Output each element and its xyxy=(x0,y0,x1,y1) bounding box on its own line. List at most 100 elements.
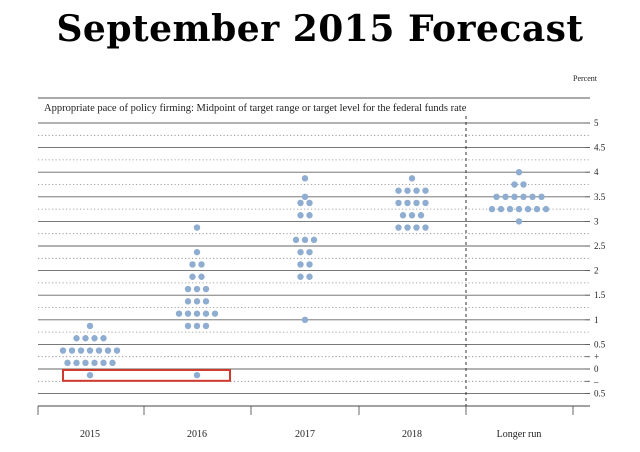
dot-marker xyxy=(520,193,527,200)
y-tick-label: 4 xyxy=(594,167,599,177)
y-tick-label: 0 xyxy=(594,364,599,374)
y-tick-label: 2.5 xyxy=(594,241,606,251)
dot-marker xyxy=(515,205,523,213)
dot-marker xyxy=(506,205,514,213)
dot-marker xyxy=(86,371,94,379)
slide-title: September 2015 Forecast xyxy=(56,8,584,50)
dot-marker xyxy=(211,310,219,317)
dot-marker xyxy=(306,273,313,280)
dot-marker xyxy=(73,335,80,342)
dot-marker xyxy=(202,322,210,330)
dot-marker xyxy=(408,175,416,182)
dot-marker xyxy=(59,347,67,354)
dot-marker xyxy=(193,298,201,305)
negative-rate-highlight-box xyxy=(62,368,231,382)
dot-marker xyxy=(301,236,309,244)
dot-marker xyxy=(515,218,523,225)
dot-marker xyxy=(488,205,496,213)
x-category-label: 2015 xyxy=(80,429,100,440)
dot-marker xyxy=(86,347,94,354)
dot-marker xyxy=(413,224,420,231)
dot-marker xyxy=(202,285,210,293)
dot-marker xyxy=(301,193,309,200)
dot-marker xyxy=(297,248,304,256)
dot-marker xyxy=(502,193,509,200)
dot-marker xyxy=(408,212,416,219)
x-category-label: Longer run xyxy=(497,429,542,440)
y-axis-ticks: 5 4.5 4 3.5 3 2.5 2 1.5 1 0.5 +0 – 0.5 xyxy=(585,118,606,399)
dot-marker xyxy=(417,212,425,219)
dot-marker xyxy=(422,224,429,231)
dot-marker xyxy=(202,310,210,317)
dot-marker xyxy=(297,261,304,268)
dot-marker xyxy=(184,298,192,305)
y-tick-label: 1 xyxy=(594,315,599,325)
dot-marker xyxy=(198,273,205,280)
dot-marker xyxy=(497,205,505,213)
dot-marker xyxy=(193,224,201,231)
dot-marker xyxy=(184,322,192,330)
dot-marker xyxy=(82,359,89,367)
dot-marker xyxy=(100,359,107,367)
dot-marker xyxy=(189,273,196,280)
dot-marker xyxy=(529,193,536,200)
highlight-box xyxy=(62,368,231,382)
dot-marker xyxy=(511,181,518,188)
dot-marker xyxy=(104,347,112,354)
dot-marker xyxy=(198,261,205,268)
y-tick-label: 0.5 xyxy=(594,389,606,399)
dot-marker xyxy=(297,212,304,219)
dot-marker xyxy=(413,187,420,194)
dot-marker xyxy=(422,187,429,194)
y-tick-label: 0.5 xyxy=(594,339,606,349)
dot-marker xyxy=(82,335,89,342)
dot-marker xyxy=(95,347,103,354)
dot-marker xyxy=(538,193,545,200)
dot-marker xyxy=(542,205,550,213)
dot-marker xyxy=(413,199,420,207)
unit-label: Percent xyxy=(573,74,598,83)
dot-markers xyxy=(59,169,550,379)
dot-marker xyxy=(193,371,201,379)
dot-marker xyxy=(297,199,304,207)
y-tick-label: 1.5 xyxy=(594,290,606,300)
dot-marker xyxy=(306,248,313,256)
y-tick-label: 3.5 xyxy=(594,192,606,202)
dot-marker xyxy=(301,316,309,323)
dot-marker xyxy=(193,322,201,330)
dot-marker xyxy=(91,335,98,342)
dot-marker xyxy=(533,205,541,213)
dot-marker xyxy=(520,181,527,188)
y-tick-label: 5 xyxy=(594,118,599,128)
dot-marker xyxy=(306,199,313,207)
dot-marker xyxy=(310,236,318,244)
dot-marker xyxy=(68,347,76,354)
grid-lines xyxy=(38,122,590,395)
dot-marker xyxy=(404,199,411,207)
dot-marker xyxy=(395,224,402,231)
y-tick-label: 3 xyxy=(594,216,599,226)
x-category-label: 2017 xyxy=(295,429,315,440)
dot-marker xyxy=(422,199,429,207)
dot-marker xyxy=(395,187,402,194)
y-tick-label: 4.5 xyxy=(594,143,606,153)
dot-marker xyxy=(73,359,80,367)
dot-marker xyxy=(493,193,500,200)
dot-marker xyxy=(193,285,201,293)
dot-marker xyxy=(202,298,210,305)
dot-marker xyxy=(404,187,411,194)
dot-marker xyxy=(113,347,121,354)
y-tick-label: – xyxy=(593,376,599,386)
chart-subtitle: Appropriate pace of policy firming: Midp… xyxy=(44,103,467,114)
dot-marker xyxy=(175,310,183,317)
dot-marker xyxy=(100,335,107,342)
dot-marker xyxy=(306,261,313,268)
dot-marker xyxy=(184,285,192,293)
dot-marker xyxy=(184,310,192,317)
dot-marker xyxy=(404,224,411,231)
y-tick-label: 2 xyxy=(594,266,599,276)
dot-marker xyxy=(91,359,98,367)
dot-marker xyxy=(515,169,523,176)
dot-marker xyxy=(297,273,304,280)
